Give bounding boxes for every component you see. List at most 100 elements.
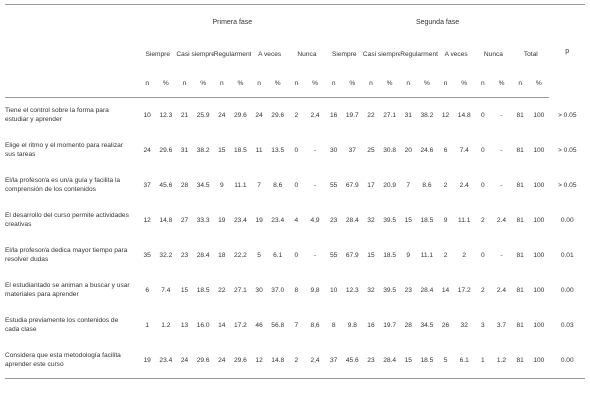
cell: 18.5 — [383, 252, 397, 259]
cell: 25.9 — [196, 112, 210, 119]
cell: 24 — [218, 112, 226, 119]
cell: 12 — [441, 112, 450, 119]
cell: 14 — [218, 322, 226, 329]
cell: 15 — [367, 252, 375, 259]
cell: 100 — [533, 147, 545, 154]
cell: - — [313, 252, 317, 259]
cell: 0 — [294, 252, 299, 259]
cell: 14 — [441, 287, 450, 294]
subheader: n — [474, 69, 491, 98]
cell: 2.4 — [496, 217, 507, 224]
cell: 15 — [404, 217, 412, 224]
cell: 29.6 — [234, 112, 247, 119]
subheader-row: n% n% n% n% n% n% n% n% n% n% n% — [5, 69, 585, 98]
table-row: Elige el ritmo y el momento para realiza… — [5, 133, 585, 168]
p-header: p — [549, 4, 585, 98]
cell: 30.8 — [383, 147, 397, 154]
page: {"header": { "phases": ["Primera fase", … — [0, 4, 590, 404]
p-value: 0.01 — [560, 252, 574, 259]
subheader: % — [490, 69, 513, 98]
cell: 7.4 — [161, 287, 171, 294]
cell: 8 — [294, 287, 299, 294]
cell: - — [500, 252, 503, 259]
cell: 12 — [143, 217, 151, 224]
cell: 28.4 — [345, 217, 359, 224]
cell: 37.0 — [271, 287, 285, 294]
cell: 32.2 — [159, 252, 173, 259]
cell: 28.4 — [420, 287, 434, 294]
cell: 34.5 — [420, 322, 434, 329]
cell: 6 — [145, 287, 150, 294]
subheader: n — [288, 69, 305, 98]
cell: 2 — [481, 287, 485, 294]
cell: 100 — [533, 287, 545, 294]
category-header: A veces — [444, 50, 468, 58]
cell: 23 — [404, 287, 412, 294]
p-value: > 0.05 — [557, 182, 577, 189]
cell: 25 — [367, 147, 375, 154]
cell: 14.8 — [457, 112, 471, 119]
subheader: % — [155, 69, 177, 98]
cell: 11.1 — [420, 252, 434, 259]
cell: 100 — [533, 322, 545, 329]
cell: 2,4 — [310, 112, 320, 119]
cell: 11.1 — [458, 217, 471, 224]
cell: 27 — [180, 217, 189, 224]
category-header: Nunca — [297, 50, 317, 58]
cell: 4 — [294, 217, 299, 224]
subheader: n — [176, 69, 193, 98]
cell: 14.8 — [159, 217, 173, 224]
cell: 17 — [367, 182, 375, 189]
cell: - — [313, 147, 317, 154]
cell: 9,8 — [310, 287, 320, 294]
cell: 23 — [180, 252, 189, 259]
cell: 10 — [330, 287, 338, 294]
cell: 0 — [481, 252, 485, 259]
subheader: % — [528, 69, 550, 98]
cell: 100 — [528, 343, 550, 379]
cell: 5 — [257, 252, 261, 259]
cell: 28.4 — [196, 252, 210, 259]
cell: 1 — [474, 343, 491, 379]
cell: 32 — [367, 287, 375, 294]
cell: 55 — [330, 252, 338, 259]
cell: 2,4 — [304, 343, 326, 379]
cell: 2.4 — [496, 287, 507, 294]
cell: 2.4 — [459, 182, 469, 189]
cell: 22.2 — [234, 252, 247, 259]
category-header: Nunca — [483, 50, 503, 58]
cell: 19 — [218, 217, 226, 224]
cell: 24 — [176, 343, 193, 379]
cell: 8.6 — [422, 182, 432, 189]
cell: 81 — [516, 112, 524, 119]
cell: - — [500, 147, 503, 154]
table-row: El/la profesor/a dedica mayor tiempo par… — [5, 238, 585, 273]
cell: 1 — [145, 322, 150, 329]
category-header: Casi siempre — [362, 50, 401, 58]
cell: 23.4 — [271, 217, 285, 224]
subheader: n — [437, 69, 454, 98]
subheader: % — [453, 69, 475, 98]
cell: 39.5 — [383, 217, 397, 224]
p-value: > 0.05 — [557, 111, 577, 119]
cell: 29.6 — [271, 112, 285, 119]
cell: 2 — [481, 217, 485, 224]
subheader: n — [251, 69, 268, 98]
p-value: 0.00 — [560, 287, 574, 294]
category-header: Regularmente — [213, 50, 252, 58]
subheader: n — [213, 69, 230, 98]
cell: 12.3 — [345, 287, 359, 294]
cell: 26 — [441, 322, 450, 329]
cell: 20.9 — [383, 182, 397, 189]
cell: 30 — [330, 147, 338, 154]
cell: 0 — [481, 112, 485, 119]
cell: 37 — [325, 343, 342, 379]
cell: 28 — [404, 322, 412, 329]
cell: 2 — [288, 343, 305, 379]
table-row: Estudia previamente los contenidos de ca… — [5, 308, 585, 343]
subheader: n — [139, 69, 156, 98]
cell: 23 — [362, 343, 380, 379]
cell: 13.5 — [271, 147, 285, 154]
cell: 24 — [255, 112, 263, 119]
phase-header: Primera fase — [139, 4, 326, 39]
